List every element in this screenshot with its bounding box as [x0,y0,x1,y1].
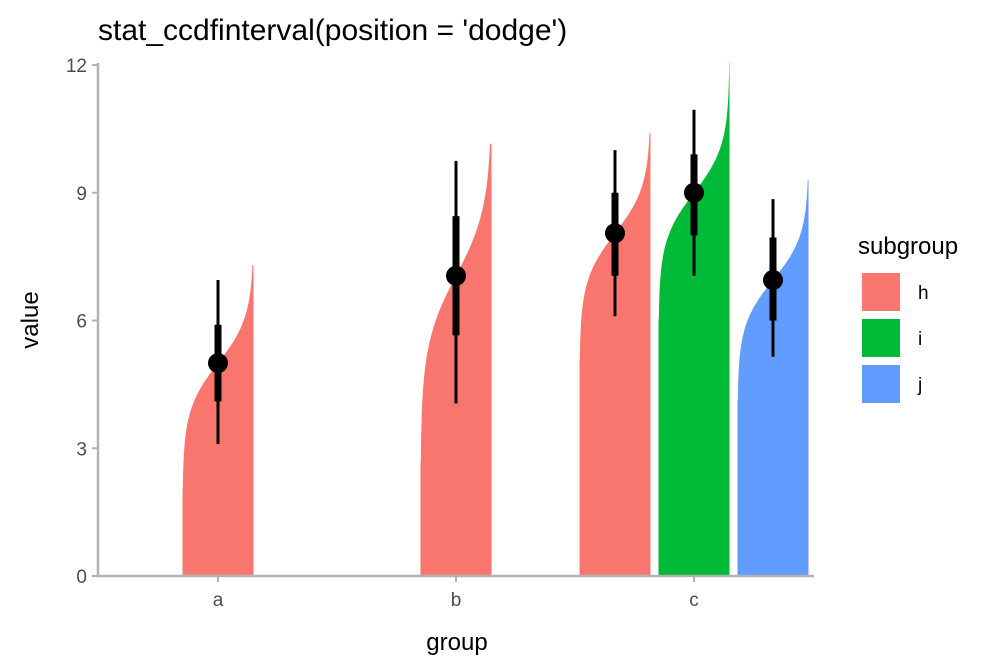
legend-key-j [862,365,900,403]
x-axis-title: group [426,629,487,656]
median-point-c-j [763,270,783,291]
ccdf-area-c-i [658,62,730,576]
y-tick-label-12: 12 [66,56,87,77]
legend: subgroup h i j [858,233,958,403]
legend-title: subgroup [858,233,958,260]
ccdf-area-c-j [737,180,809,576]
chart-title: stat_ccdfinterval(position = 'dodge') [98,14,567,47]
x-tick-label-a: a [213,590,224,611]
plot-area [182,62,809,577]
x-tick-label-b: b [451,590,462,611]
y-tick-label-0: 0 [76,567,87,588]
y-axis-title: value [17,291,44,348]
ccdf-area-c-h [579,133,651,576]
y-tick-label-6: 6 [76,312,87,333]
y-tick-label-3: 3 [76,439,87,460]
median-point-a-h [208,353,228,374]
legend-label-h: h [918,283,929,304]
median-point-b-h [446,265,466,286]
x-tick-label-c: c [689,590,699,611]
legend-label-j: j [917,375,922,396]
legend-key-i [862,319,900,357]
legend-label-i: i [918,329,922,350]
legend-key-h [862,273,900,311]
axes: 0 3 6 9 12 a b c [66,56,814,611]
median-point-c-i [684,182,704,203]
median-point-c-h [605,223,625,244]
y-tick-label-9: 9 [76,184,87,205]
